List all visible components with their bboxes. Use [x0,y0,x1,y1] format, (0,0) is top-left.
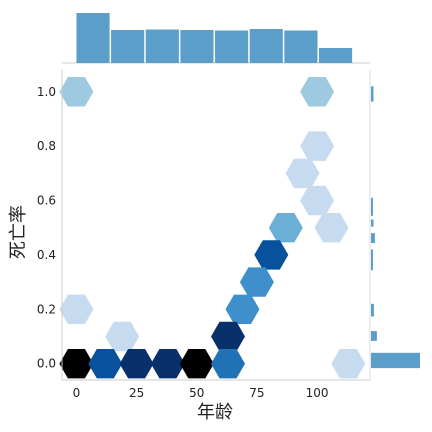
hex-cell [211,322,245,351]
top-hist-bar [76,13,109,63]
x-tick-label: 25 [129,386,144,400]
hexbin-cells [59,77,365,378]
y-tick-label: 0.6 [37,194,56,208]
x-tick-label: 50 [189,386,204,400]
hex-cell [226,295,260,324]
top-hist-bar [284,31,317,64]
top-hist-bar [146,30,179,64]
top-marginal-histogram [62,13,370,63]
right-hist-bar [371,353,420,368]
x-tick-label: 0 [73,386,81,400]
right-hist-bar [371,233,375,243]
right-hist-bar [371,86,373,101]
y-tick-label: 0.2 [37,302,56,316]
x-tick-label: 100 [306,386,329,400]
hex-cell [300,131,334,161]
hex-cell [59,295,93,324]
hex-cell [240,267,274,296]
hex-cell [180,349,214,378]
top-hist-bar [111,30,144,63]
hex-cell [88,349,122,378]
top-hist-bar [250,29,283,63]
right-hist-bar [371,220,373,227]
hex-cell [59,77,93,107]
right-hist-bar [371,198,373,216]
hex-cell [120,349,154,378]
hex-cell [211,349,245,378]
right-marginal-histogram [371,86,420,368]
right-hist-bar [371,331,377,341]
right-hist-bar [371,249,373,270]
y-axis-label: 死亡率 [8,205,29,259]
y-tick-label: 0.8 [37,139,56,153]
hex-cell [254,240,288,269]
y-tick-label: 0.0 [37,357,56,371]
hex-cell [286,159,320,189]
top-hist-bar [180,30,213,63]
top-hist-bar [319,48,352,63]
y-tick-label: 0.4 [37,248,56,262]
right-hist-bar [371,304,374,317]
hex-cell [300,186,334,215]
hex-cell [315,213,349,242]
x-axis-label: 年龄 [197,402,233,423]
hex-cell [151,349,185,378]
x-tick-label: 75 [249,386,264,400]
hex-cell [269,213,303,242]
hex-cell [105,322,139,351]
y-tick-label: 1.0 [37,85,56,99]
hex-cell [331,349,365,378]
hex-cell [300,77,334,107]
top-hist-bar [215,31,248,64]
